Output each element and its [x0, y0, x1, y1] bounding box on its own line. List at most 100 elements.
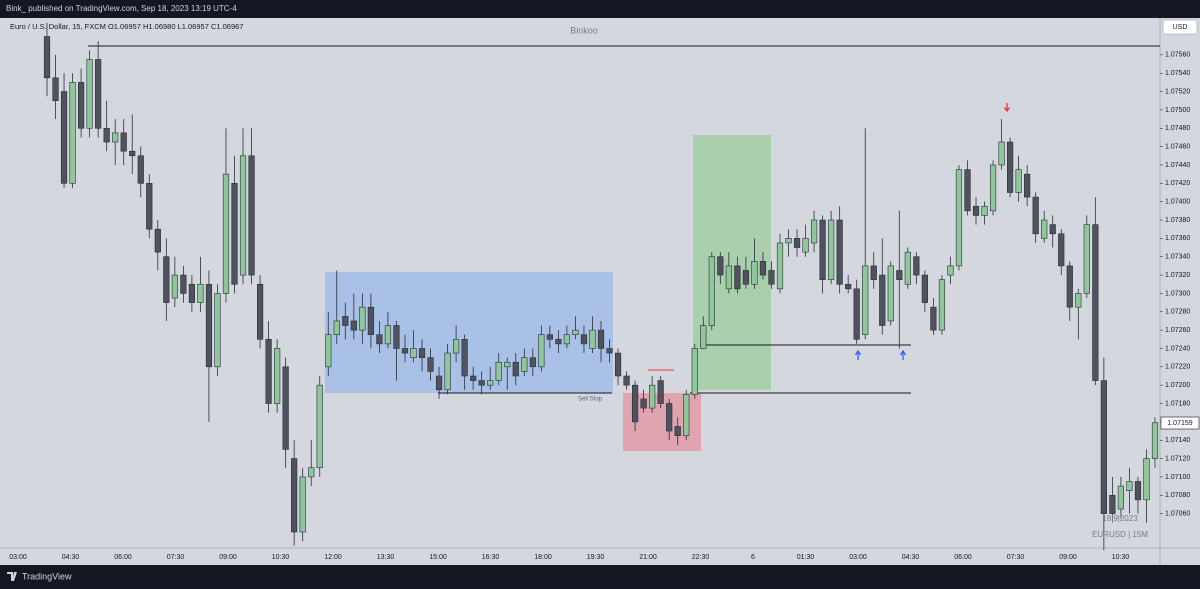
y-tick-label: 1.07060	[1165, 510, 1190, 517]
candle-body	[649, 384, 656, 409]
candle-body	[1083, 224, 1090, 294]
candle-body	[1117, 485, 1125, 510]
candle-body	[708, 256, 715, 326]
up-arrow	[854, 349, 862, 360]
candle-body	[95, 59, 102, 129]
candles	[43, 22, 1159, 551]
publisher: Bink_ published on TradingView.com, Sep …	[6, 4, 237, 13]
candle-body	[248, 155, 255, 276]
date-note: 18|9|2023	[1102, 514, 1138, 523]
candle-body	[350, 320, 357, 331]
candle-body	[1126, 481, 1133, 491]
last-price-box	[1160, 416, 1200, 430]
x-tick-label: 13:30	[377, 554, 395, 561]
candle-body	[393, 325, 400, 349]
candle-body	[862, 265, 869, 336]
candle-body	[1032, 196, 1039, 235]
y-tick-label: 1.07420	[1165, 180, 1190, 187]
candle-body	[137, 155, 144, 184]
candle-body	[52, 77, 59, 102]
candle-body	[580, 334, 588, 345]
y-tick-label: 1.07100	[1165, 474, 1190, 481]
candle-body	[563, 334, 571, 345]
candle-body	[998, 141, 1005, 166]
candle-body	[785, 238, 792, 244]
candle-body	[717, 256, 724, 276]
up-arrow	[899, 349, 907, 360]
last-price: 1.07159	[1167, 420, 1192, 427]
x-tick-label: 16:30	[482, 554, 500, 561]
candle-body	[972, 205, 980, 216]
candle-body	[989, 164, 997, 212]
x-tick-label: 19:30	[587, 554, 605, 561]
candle-body	[1134, 481, 1142, 501]
y-tick-label: 1.07540	[1165, 70, 1190, 77]
candle-body	[1151, 422, 1159, 459]
candle-body	[589, 329, 596, 349]
candle-body	[683, 394, 690, 436]
candle-body	[631, 384, 639, 423]
candle-body	[938, 279, 946, 331]
y-tick-label: 1.07280	[1165, 309, 1190, 316]
candle-body	[981, 205, 988, 216]
y-tick-label: 1.07500	[1165, 107, 1190, 114]
y-tick-label: 1.07380	[1165, 217, 1190, 224]
candle-body	[367, 306, 374, 336]
x-tick-label: 04:30	[902, 554, 920, 561]
candle-body	[453, 338, 460, 354]
time-axis	[0, 548, 1200, 565]
y-tick-label: 1.07520	[1165, 88, 1190, 95]
candle-body	[853, 288, 860, 340]
brand: TradingView	[22, 571, 72, 581]
candle-body	[870, 265, 877, 280]
y-tick-label: 1.07360	[1165, 235, 1190, 242]
x-tick-label: 6	[751, 554, 755, 561]
x-tick-label: 06:00	[954, 554, 972, 561]
candle-body	[529, 357, 536, 368]
y-tick-label: 1.07340	[1165, 254, 1190, 261]
candle-body	[521, 357, 528, 372]
x-tick-label: 10:30	[1112, 554, 1130, 561]
x-tick-label: 03:00	[849, 554, 867, 561]
brand-logo	[7, 572, 17, 581]
currency-button[interactable]	[1162, 19, 1198, 35]
candle-body	[597, 329, 605, 349]
candle-body	[538, 334, 545, 368]
sell-stop-label: Sell Stop	[578, 397, 603, 403]
watermark: Binkoo	[570, 25, 598, 35]
y-tick-label: 1.07240	[1165, 345, 1190, 352]
x-tick-label: 07:30	[1007, 554, 1025, 561]
currency[interactable]: USD	[1173, 24, 1188, 31]
candle-body	[1015, 169, 1022, 193]
candle-body	[470, 375, 477, 381]
x-tick-label: 03:00	[9, 554, 27, 561]
x-tick-label: 18:00	[534, 554, 552, 561]
candle-body	[146, 183, 153, 230]
candle-body	[1066, 265, 1073, 308]
target-zone	[693, 135, 771, 390]
candle-body	[614, 352, 622, 377]
x-tick-label: 07:30	[167, 554, 185, 561]
candle-body	[666, 403, 673, 432]
x-tick-label: 01:30	[797, 554, 815, 561]
y-tick-label: 1.07320	[1165, 272, 1190, 279]
candle-body	[316, 384, 323, 469]
candle-body	[120, 132, 127, 152]
candle-body	[333, 320, 340, 336]
candle-body	[495, 361, 502, 381]
y-tick-label: 1.07440	[1165, 162, 1190, 169]
candle-body	[691, 348, 698, 395]
candle-body	[77, 82, 85, 129]
candle-body	[793, 238, 801, 248]
candle-body	[282, 366, 289, 450]
x-tick-label: 04:30	[62, 554, 80, 561]
down-arrow	[1003, 103, 1011, 113]
x-tick-label: 10:30	[272, 554, 290, 561]
candle-body	[103, 127, 110, 143]
candle-body	[947, 265, 954, 276]
y-tick-label: 1.07120	[1165, 455, 1190, 462]
candle-body	[376, 334, 383, 345]
candle-body	[231, 183, 238, 285]
candle-body	[171, 274, 178, 299]
candle-body	[606, 348, 613, 354]
